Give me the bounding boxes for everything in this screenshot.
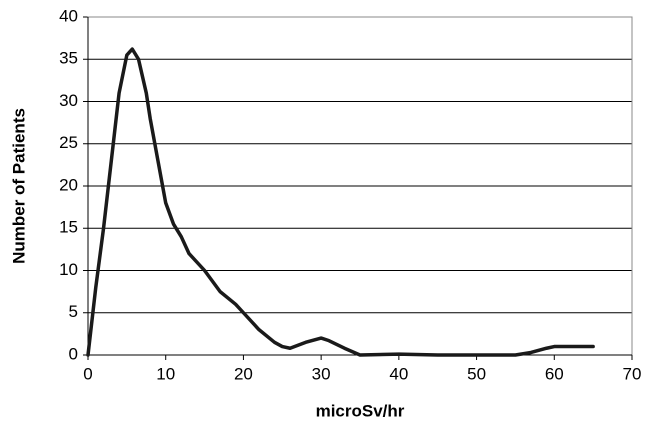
y-tick-label: 15 [59,218,78,237]
y-tick-label: 35 [59,49,78,68]
data-line [86,47,595,357]
y-tick-label: 10 [59,260,78,279]
x-tick-label: 10 [156,364,175,383]
x-tick-label: 40 [389,364,408,383]
y-tick-label: 0 [69,344,78,363]
y-axis-title: Number of Patients [9,108,28,264]
y-tick-label: 40 [59,6,78,25]
y-tick-label: 25 [59,133,78,152]
x-tick-label: 50 [467,364,486,383]
y-tick-label: 20 [59,175,78,194]
x-tick-label: 60 [545,364,564,383]
x-tick-label: 70 [623,364,642,383]
x-axis-title: microSv/hr [316,401,405,420]
y-tick-label: 5 [69,302,78,321]
x-tick-label: 20 [234,364,253,383]
x-tick-label: 30 [312,364,331,383]
y-tick-label: 30 [59,91,78,110]
x-tick-label: 0 [83,364,92,383]
